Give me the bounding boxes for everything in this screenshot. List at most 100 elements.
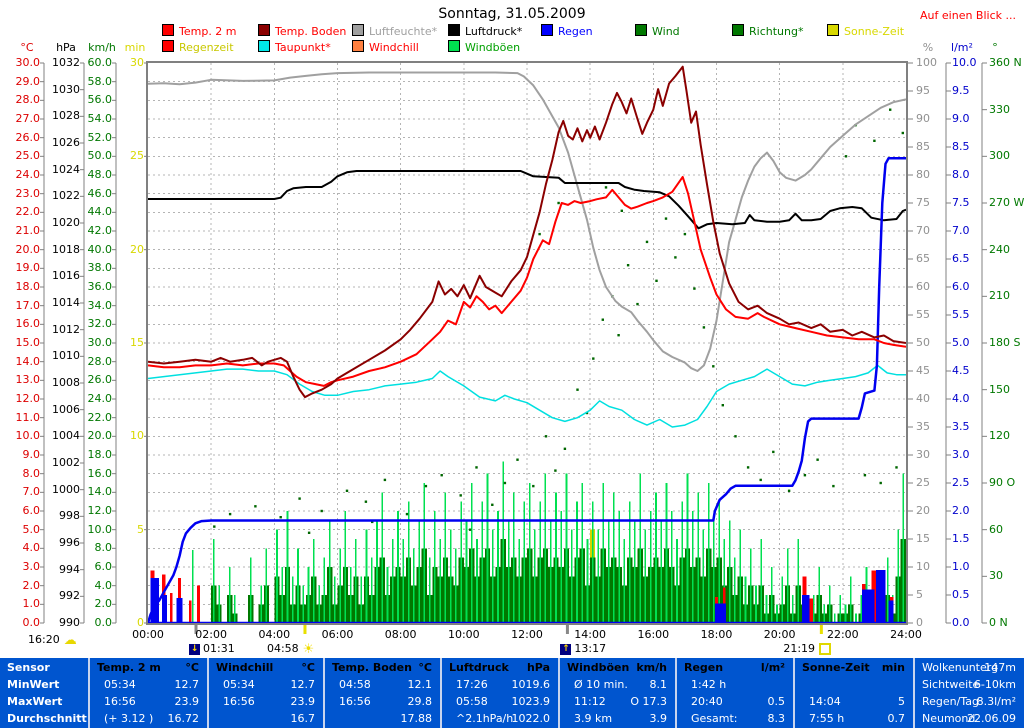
axis-tick-label: 60.0 bbox=[87, 56, 113, 69]
axis-tick-label: 2.0 bbox=[22, 578, 41, 592]
axis-tick-label: 998 bbox=[59, 509, 80, 523]
axis-tick-label: 8.0 bbox=[22, 466, 41, 480]
axis-tick-label: 24.0 bbox=[15, 168, 41, 181]
footer-value-row bbox=[795, 676, 913, 693]
axis-tick-label: 10.0 bbox=[15, 429, 41, 443]
axis-tick-label: 0.0 bbox=[22, 616, 41, 629]
info-label: Sichtweite bbox=[922, 678, 980, 691]
value-time: 20:40 bbox=[691, 695, 723, 708]
series-windb-en bbox=[191, 461, 905, 623]
axis-tick-label: 1010 bbox=[52, 349, 80, 363]
info-label: Wolkenunterg bbox=[922, 661, 999, 674]
axis-tick-label: 45 bbox=[916, 364, 930, 377]
axis-tick-label: 330 bbox=[989, 102, 1010, 116]
value-time: ^2.1hPa/h bbox=[456, 712, 514, 725]
axis-tick-label: 15.0 bbox=[15, 336, 41, 349]
footer-value-row: 3.9 km 3.9 bbox=[560, 710, 675, 727]
axis-tick-label: 1006 bbox=[52, 402, 80, 416]
axis-tick-label: 120 bbox=[989, 429, 1010, 443]
axis-tick-label: 8.0 bbox=[952, 168, 970, 181]
legend-label: Regenzeit bbox=[179, 41, 234, 54]
axis-tick-label: 36.0 bbox=[87, 280, 113, 293]
footer-col-header: Sonne-Zeit min bbox=[795, 659, 913, 676]
axis-tick-label: 13.0 bbox=[15, 373, 41, 387]
series-luftdruck bbox=[148, 170, 906, 230]
cloud-icon: ☁ bbox=[63, 632, 77, 648]
legend-color-swatch bbox=[541, 24, 553, 36]
page-title: Sonntag, 31.05.2009 bbox=[438, 6, 586, 22]
axis-tick-label: 270 W bbox=[989, 196, 1024, 209]
axis-tick-label: 1028 bbox=[52, 109, 80, 123]
axis-tick-label: 994 bbox=[59, 562, 80, 576]
legend-label: Luftdruck* bbox=[465, 25, 523, 38]
footer-value-row: ^2.1hPa/h 1022.0 bbox=[442, 710, 558, 727]
axis-tick-label: 22.0 bbox=[15, 205, 41, 219]
axis-tick-label: 32.0 bbox=[87, 317, 113, 331]
axis-tick-label: 1004 bbox=[52, 429, 80, 443]
axis-tick-label: 990 bbox=[59, 616, 80, 629]
value-time: 14:04 bbox=[809, 695, 841, 708]
sensor-unit: hPa bbox=[526, 661, 550, 674]
value-time: 11:12 bbox=[574, 695, 606, 708]
axis-tick-label: 7.0 bbox=[952, 224, 970, 237]
quick-link[interactable]: Auf einen Blick ... bbox=[920, 9, 1016, 22]
axis-tick-label: 5.0 bbox=[22, 522, 41, 536]
axis-tick-label: 12.0 bbox=[15, 392, 41, 405]
x-axis-label: 10:00 bbox=[447, 628, 480, 641]
value-time: Ø 10 min. bbox=[574, 678, 628, 691]
axis-tick-label: 4.0 bbox=[94, 578, 113, 592]
sensor-name: Luftdruck bbox=[449, 661, 509, 674]
legend-item-windb-en: Windböen bbox=[448, 40, 520, 54]
axis-tick-label: 54.0 bbox=[87, 112, 113, 125]
series-richtung bbox=[213, 108, 904, 534]
value-number: O 17.3 bbox=[630, 695, 667, 708]
info-label: Regen/Tag bbox=[922, 695, 979, 708]
axis-header-C: °C bbox=[20, 41, 34, 54]
value-time: 1:42 h bbox=[691, 678, 727, 691]
row-label-text: MaxWert bbox=[7, 695, 63, 708]
axis-tick-label: 8.0 bbox=[94, 541, 113, 555]
axis-tick-label: 30 bbox=[916, 448, 930, 461]
axis-tick-label: 180 S bbox=[989, 336, 1021, 349]
sensor-name: Sonne-Zeit bbox=[802, 661, 870, 674]
axis-tick-label: 60 bbox=[989, 522, 1003, 536]
axis-tick-label: 35 bbox=[916, 420, 930, 433]
axis-tick-label: 360 N bbox=[989, 56, 1022, 69]
footer-col-header: Windchill °C bbox=[209, 659, 323, 676]
legend-label: Wind bbox=[652, 25, 680, 38]
axis-tick-label: 240 bbox=[989, 242, 1010, 256]
info-row-neumond: Neumond 22.06.09 bbox=[915, 710, 1024, 727]
footer-value-row: 7:55 h 0.7 bbox=[795, 710, 913, 727]
axis-tick-label: 30.0 bbox=[15, 56, 41, 69]
axis-tick-label: 1020 bbox=[52, 216, 80, 229]
value-time: 05:58 bbox=[456, 695, 488, 708]
footer-value-row: Gesamt: 8.3 bbox=[677, 710, 793, 727]
footer-value-row: 16.7 bbox=[209, 710, 323, 727]
footer-col-header: Regen l/m² bbox=[677, 659, 793, 676]
axis-tick-label: 44.0 bbox=[87, 205, 113, 219]
axis-tick-label: 14.0 bbox=[15, 354, 41, 368]
axis-tick-label: 5 bbox=[137, 522, 144, 536]
event-time: 04:58 bbox=[266, 642, 299, 655]
axis-tick-label: 19.0 bbox=[15, 261, 41, 275]
axis-tick-label: 300 bbox=[989, 149, 1010, 163]
axis-tick-label: 16.0 bbox=[87, 466, 113, 480]
legend-item-wind: Wind bbox=[635, 24, 680, 38]
axis-tick-label: 20 bbox=[130, 242, 144, 256]
value-time: (+ 3.12 ) bbox=[104, 712, 154, 725]
axis-tick-label: 0.0 bbox=[952, 616, 970, 629]
axis-tick-label: 30 bbox=[989, 569, 1003, 583]
axis-tick-label: 48.0 bbox=[87, 168, 113, 181]
axis-tick-label: 26.0 bbox=[87, 373, 113, 387]
value-number: 1023.9 bbox=[511, 695, 551, 708]
axis-tick-label: 0 bbox=[916, 616, 923, 629]
axis-tick-label: 1016 bbox=[52, 269, 80, 283]
series-luftfeuchte bbox=[148, 71, 906, 372]
footer-col-luftdruck: Luftdruck hPa 17:26 1019.6 05:58 1023.9 ^2.1hP… bbox=[440, 658, 558, 728]
info-row-wolkenunterg: Wolkenunterg 147m bbox=[915, 659, 1024, 676]
x-axis-label: 24:00 bbox=[890, 628, 922, 641]
sensor-name: Temp. 2 m bbox=[97, 661, 161, 674]
axis-tick-label: 5 bbox=[916, 588, 923, 601]
value-number: 16.72 bbox=[167, 712, 200, 725]
axis-tick-label: 12.0 bbox=[87, 504, 113, 517]
